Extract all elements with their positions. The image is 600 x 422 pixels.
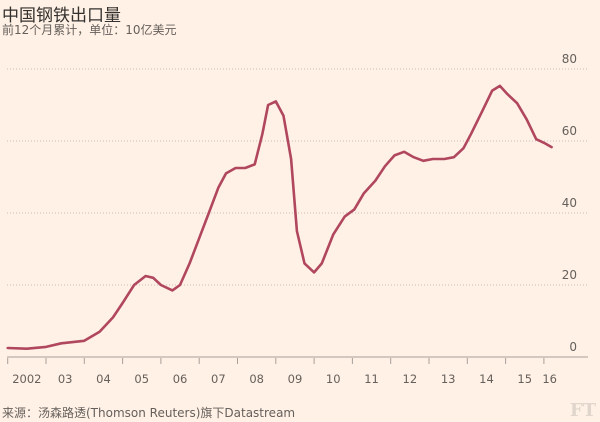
ft-logo: FT: [569, 400, 596, 421]
y-tick-label: 40: [562, 196, 577, 210]
y-tick-label: 0: [569, 340, 577, 354]
x-tick-label: 06: [173, 372, 188, 386]
x-tick-label: 12: [403, 372, 418, 386]
y-tick-label: 60: [562, 124, 577, 138]
x-tick-label: 16: [542, 372, 557, 386]
x-tick-label: 08: [249, 372, 264, 386]
source-note: 来源：汤森路透(Thomson Reuters)旗下Datastream: [2, 406, 296, 420]
y-tick-label: 20: [562, 268, 577, 282]
chart-subtitle: 前12个月累计，单位：10亿美元: [2, 23, 177, 37]
x-tick-label: 11: [364, 372, 379, 386]
x-tick-label: 14: [479, 372, 494, 386]
x-tick-label: 03: [58, 372, 73, 386]
x-tick-label: 2002: [12, 372, 41, 386]
x-tick-label: 09: [288, 372, 303, 386]
x-tick-label: 13: [441, 372, 456, 386]
series-line: [6, 84, 553, 351]
x-tick-label: 05: [134, 372, 149, 386]
x-tick-label: 04: [96, 372, 111, 386]
x-tick-label: 15: [517, 372, 532, 386]
chart-title: 中国钢铁出口量: [2, 6, 121, 26]
x-tick-label: 07: [211, 372, 226, 386]
y-tick-label: 80: [562, 52, 577, 66]
x-tick-label: 10: [326, 372, 341, 386]
